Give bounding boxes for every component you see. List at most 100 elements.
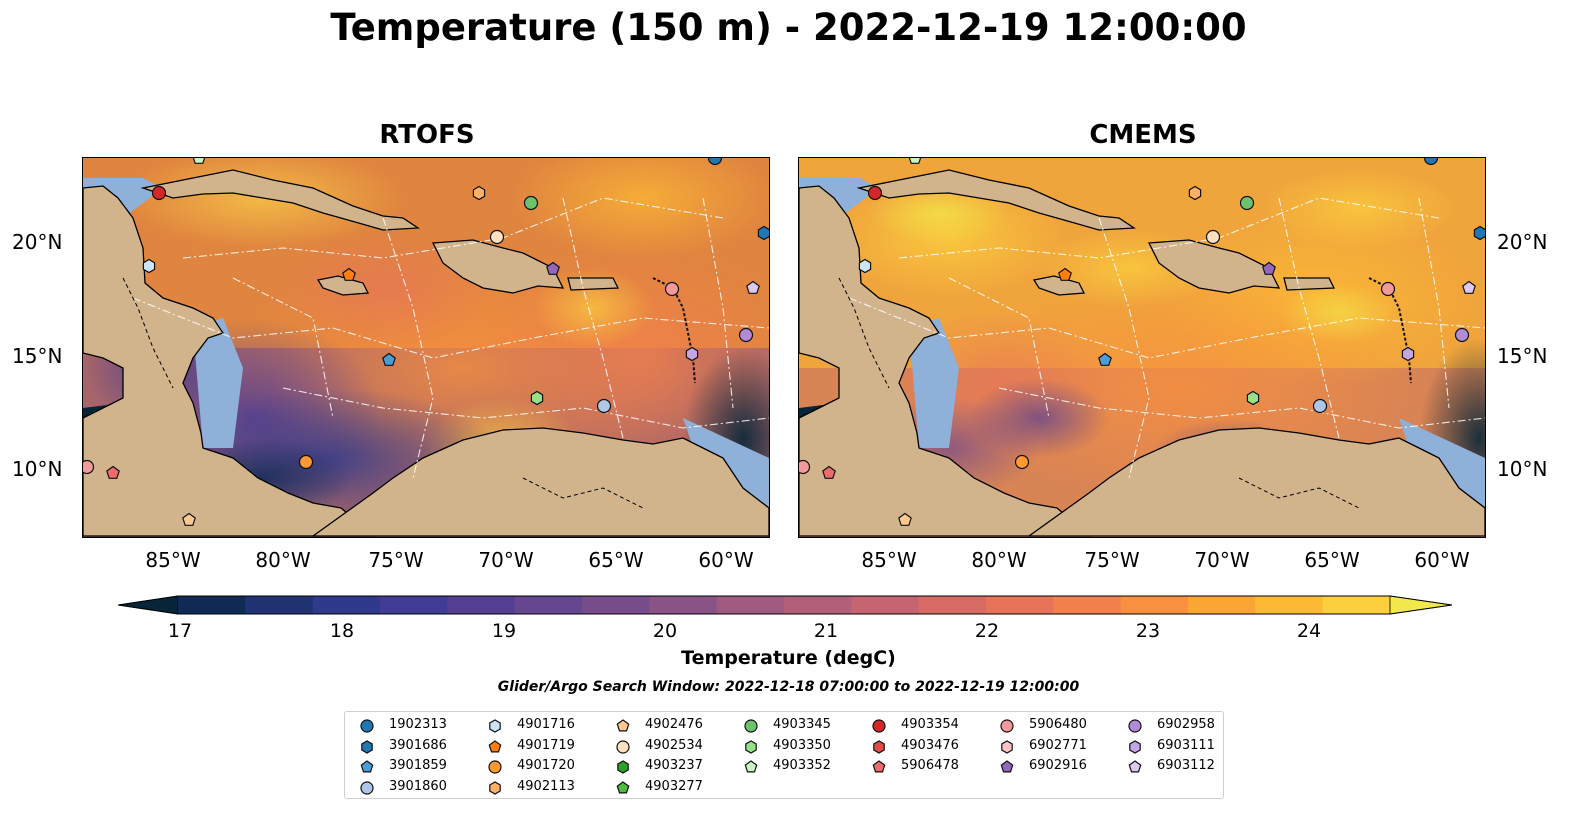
float-marker-3901860[interactable] [1312,398,1328,414]
search-window-text: Glider/Argo Search Window: 2022-12-18 07… [497,679,1080,695]
legend-label: 5906480 [1029,717,1087,732]
legend-circle-marker-icon [744,719,758,733]
legend-label: 6902958 [1157,717,1215,732]
legend-pentagon-marker-icon [1000,760,1014,773]
float-marker-4903350[interactable] [530,390,544,406]
float-marker-6903112[interactable] [1462,280,1476,294]
float-marker-5906480[interactable] [664,281,680,297]
cbar-tick-18: 18 [329,620,355,642]
float-marker-4902534[interactable] [489,229,505,245]
ytick-20n-left: 20°N [12,230,63,254]
figure-title: Temperature (150 m) - 2022-12-19 12:00:0… [330,6,1247,49]
ytick-10n-left: 10°N [12,457,63,481]
ytick-15n-left: 15°N [12,344,63,368]
legend-pentagon-marker-icon [1128,760,1142,773]
legend-circle-marker-icon [1128,719,1142,733]
float-marker-4902113[interactable] [1188,185,1202,201]
float-marker-4903352[interactable] [908,158,922,164]
float-marker-4901719[interactable] [342,267,356,281]
ytick-10n-right: 10°N [1497,457,1548,481]
float-marker-6902916[interactable] [546,261,560,275]
float-marker-6903112[interactable] [746,280,760,294]
float-marker-4903354[interactable] [867,185,883,201]
float-marker-4903354[interactable] [151,185,167,201]
temperature-colorbar [118,595,1452,615]
legend-hexagon-marker-icon [873,739,885,754]
legend-circle-marker-icon [488,760,502,774]
legend-label: 4903352 [773,758,831,773]
float-marker-6902958[interactable] [1454,327,1470,343]
float-marker-4902476[interactable] [898,512,912,526]
xtick-75w-p1: 75°W [368,548,424,572]
float-marker-4903350[interactable] [1246,390,1260,406]
legend-circle-marker-icon [616,739,630,754]
float-marker-4903345[interactable] [1239,195,1255,211]
float-marker-3901686[interactable] [757,225,769,241]
xtick-85w-p2: 85°W [861,548,917,572]
legend-label: 4903350 [773,737,831,753]
rtofs-panel-title: RTOFS [379,120,475,150]
float-marker-5906480[interactable] [799,459,811,475]
float-marker-4903352[interactable] [192,158,206,164]
legend-pentagon-marker-icon [616,719,630,732]
cbar-tick-22: 22 [974,620,1000,642]
float-marker-4903345[interactable] [523,195,539,211]
legend-pentagon-marker-icon [872,760,886,773]
ytick-20n-right: 20°N [1497,230,1548,254]
legend-label: 6903112 [1157,758,1215,773]
float-marker-3901859[interactable] [382,352,396,366]
float-marker-4901719[interactable] [1058,267,1072,281]
legend-hexagon-marker-icon [489,719,501,733]
legend-label: 4903277 [645,778,703,794]
float-marker-4901716[interactable] [142,258,156,274]
float-marker-5906478[interactable] [822,465,836,479]
legend-label: 4902113 [517,778,575,794]
float-marker-4901720[interactable] [298,454,314,470]
ytick-15n-right: 15°N [1497,344,1548,368]
float-marker-5906480[interactable] [83,459,95,475]
map-canvas [83,158,769,537]
float-marker-4902534[interactable] [1205,229,1221,245]
legend-hexagon-marker-icon [361,739,373,754]
legend-label: 6902916 [1029,758,1087,773]
float-marker-5906478[interactable] [106,465,120,479]
float-marker-3901860[interactable] [596,398,612,414]
legend-label: 4901716 [517,717,575,732]
cbar-tick-20: 20 [652,620,678,642]
float-marker-3901686[interactable] [1473,225,1485,241]
legend-pentagon-marker-icon [488,739,502,752]
legend-circle-marker-icon [1000,719,1014,733]
float-legend: 1902313 3901686 3901859 3901860 4901716 49017… [344,711,1224,799]
float-marker-4902476[interactable] [182,512,196,526]
legend-pentagon-marker-icon [616,780,630,793]
float-marker-4902113[interactable] [472,185,486,201]
xtick-80w-p1: 80°W [255,548,311,572]
xtick-80w-p2: 80°W [971,548,1027,572]
legend-label: 4903476 [901,737,959,753]
legend-pentagon-marker-icon [360,760,374,773]
legend-label: 4902476 [645,717,703,732]
legend-circle-marker-icon [872,719,886,733]
xtick-65w-p2: 65°W [1304,548,1360,572]
xtick-65w-p1: 65°W [588,548,644,572]
float-marker-1902313[interactable] [1423,158,1439,166]
cmems-panel-title: CMEMS [1089,120,1197,150]
cbar-tick-19: 19 [491,620,517,642]
float-marker-4901716[interactable] [858,258,872,274]
float-marker-5906480[interactable] [1380,281,1396,297]
float-marker-1902313[interactable] [707,158,723,166]
float-marker-4901720[interactable] [1014,454,1030,470]
legend-label: 6903111 [1157,737,1215,753]
float-marker-6903111[interactable] [1401,346,1415,362]
legend-label: 3901859 [389,758,447,773]
cbar-tick-21: 21 [813,620,839,642]
float-marker-6902958[interactable] [738,327,754,343]
float-marker-3901859[interactable] [1098,352,1112,366]
float-marker-6903111[interactable] [685,346,699,362]
legend-label: 6902771 [1029,737,1087,753]
float-marker-6902916[interactable] [1262,261,1276,275]
legend-label: 1902313 [389,717,447,732]
legend-label: 3901686 [389,737,447,753]
legend-circle-marker-icon [360,780,374,795]
legend-hexagon-marker-icon [617,760,629,774]
